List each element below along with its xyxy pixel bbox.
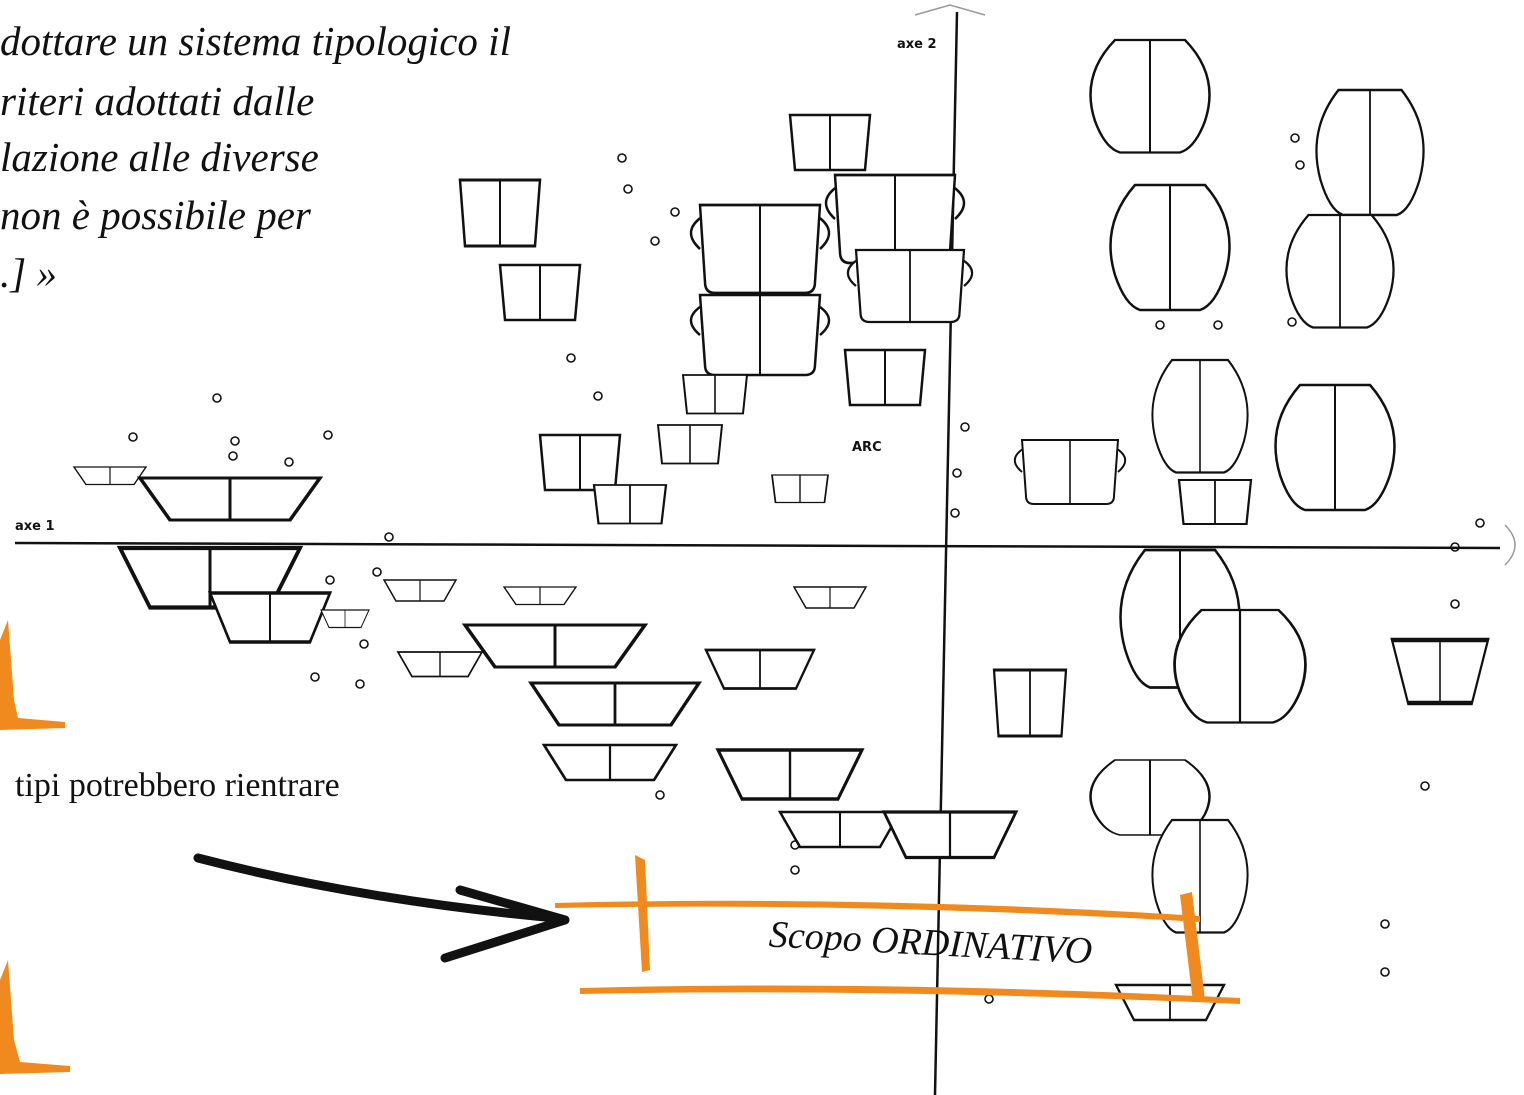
quote-line: .] » [0, 250, 57, 296]
quote-line: dottare un sistema tipologico il [0, 18, 511, 64]
quote-line: riteri adottati dalle [0, 78, 314, 124]
banner-text: Scopo ORDINATIVO [768, 914, 1093, 973]
axis-label: axe 2 [897, 37, 937, 52]
typology-figure: axe 2 axe 1 ARC [14, 4, 1516, 1095]
arrow-head [440, 885, 570, 963]
quote-line: non è possibile per [0, 192, 312, 238]
figure-label: ARC [852, 440, 882, 455]
quote-text: dottare un sistema tipologico il riteri … [0, 18, 511, 296]
axis-horizontal [14, 541, 1501, 550]
axis-arrow [914, 4, 986, 16]
body-text: tipi potrebbero rientrare [15, 767, 340, 804]
axis-arrow [1504, 524, 1516, 566]
axis-label: axe 1 [15, 519, 55, 534]
quote-line: lazione alle diverse [0, 134, 319, 180]
orange-marks [0, 620, 70, 1074]
vessel-drawings [73, 38, 1488, 1022]
arrow [193, 853, 560, 923]
sample-markers [128, 133, 1485, 1004]
banner: Scopo ORDINATIVO [555, 855, 1240, 1004]
